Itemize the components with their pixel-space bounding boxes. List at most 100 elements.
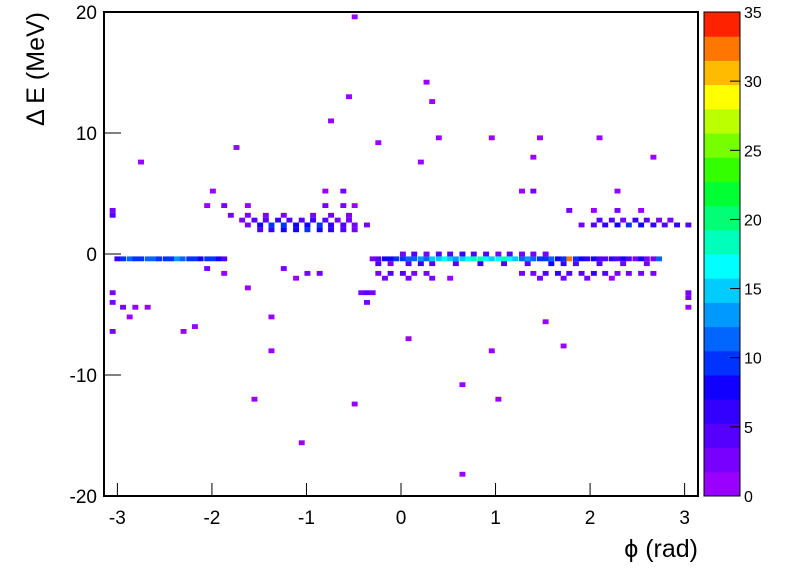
heat-cell <box>524 256 531 262</box>
color-band <box>704 375 740 400</box>
heat-cell <box>566 270 573 276</box>
heat-cell <box>209 188 216 194</box>
heat-cell <box>340 203 347 209</box>
heat-cell <box>441 256 448 262</box>
heat-cell <box>566 208 573 213</box>
heat-cell <box>280 227 287 233</box>
x-tick-label: -2 <box>203 508 220 529</box>
heat-cell <box>168 256 175 262</box>
heat-cell <box>506 256 513 262</box>
heat-cell <box>506 251 513 257</box>
heat-cell <box>488 348 495 354</box>
heat-cell <box>554 256 561 262</box>
heat-cell <box>495 251 502 257</box>
heat-cell <box>447 251 454 257</box>
heat-cell <box>643 217 650 223</box>
heat-cell <box>608 217 615 223</box>
heat-cell <box>293 222 300 228</box>
heat-cell <box>524 261 531 267</box>
color-bar-label: 30 <box>744 74 762 91</box>
heat-cell <box>316 222 323 228</box>
heat-cell <box>209 256 216 262</box>
heat-cell <box>608 275 615 281</box>
heat-cell <box>530 188 537 194</box>
heat-cell <box>554 270 561 276</box>
heat-cell <box>298 217 305 223</box>
heat-cell <box>632 217 639 223</box>
heat-cell <box>191 324 198 330</box>
heat-cell <box>411 251 418 257</box>
heat-cell <box>537 275 543 281</box>
heat-cell <box>191 256 198 262</box>
heat-cell <box>286 217 293 223</box>
heat-cell <box>179 256 186 262</box>
heat-cell <box>293 275 300 281</box>
heat-cell <box>656 217 663 223</box>
heat-cell <box>596 217 603 223</box>
heat-cell <box>162 256 169 262</box>
heat-cell <box>304 227 311 233</box>
heat-cell <box>530 256 537 262</box>
heat-cell <box>150 256 157 262</box>
heat-cell <box>275 217 282 223</box>
heat-cell <box>560 256 567 262</box>
heat-cell <box>638 270 645 276</box>
heat-cell <box>280 222 287 228</box>
heat-cell <box>578 222 585 228</box>
x-tick-label: -3 <box>109 508 126 529</box>
heat-cell <box>411 256 418 262</box>
heat-cell <box>483 256 490 262</box>
heat-cell <box>387 261 394 267</box>
heat-cell <box>126 314 133 320</box>
heat-cell <box>423 256 430 262</box>
heat-cell <box>488 256 495 262</box>
heat-cell <box>173 256 180 262</box>
heat-cell <box>346 212 352 218</box>
heat-cell <box>262 212 269 218</box>
heat-cell <box>596 261 603 267</box>
heat-cell <box>590 208 597 213</box>
heat-cell <box>120 256 127 262</box>
heat-cell <box>488 135 495 141</box>
color-band <box>704 254 740 279</box>
heat-cell <box>560 275 567 281</box>
heat-cell <box>477 256 484 262</box>
heat-cell <box>590 222 597 228</box>
y-tick-label: 10 <box>76 124 97 145</box>
heat-cell <box>322 217 329 223</box>
heat-cell <box>328 212 335 218</box>
heat-cell <box>399 270 406 276</box>
heat-cell <box>381 256 388 262</box>
heat-cell <box>132 304 139 310</box>
color-band <box>704 302 740 328</box>
color-band <box>704 326 740 352</box>
heat-cell <box>584 256 591 262</box>
heat-cell <box>519 256 525 262</box>
heat-cell <box>423 270 430 276</box>
heat-cell <box>685 304 692 310</box>
color-bar-label: 15 <box>744 282 762 299</box>
heat-cell <box>197 256 204 262</box>
heat-cell <box>643 256 650 262</box>
heat-cell <box>405 275 412 281</box>
heat-cell <box>620 261 627 267</box>
color-band <box>704 278 740 303</box>
color-band <box>704 133 740 158</box>
heat-cell <box>363 290 370 296</box>
heat-cell <box>632 256 639 262</box>
heat-cell <box>596 256 603 262</box>
heat-cell <box>685 290 692 296</box>
heat-cell <box>548 256 555 262</box>
heat-cell <box>435 135 442 141</box>
heat-cell <box>447 275 454 281</box>
heat-cell <box>322 188 329 194</box>
heat-cell <box>109 290 116 296</box>
heat-cell <box>459 471 466 477</box>
cells <box>109 14 692 477</box>
heat-cell <box>399 256 406 262</box>
heat-cell <box>251 396 258 402</box>
color-band <box>704 12 740 37</box>
x-tick-label: 0 <box>396 508 407 529</box>
heat-cell <box>114 256 121 262</box>
